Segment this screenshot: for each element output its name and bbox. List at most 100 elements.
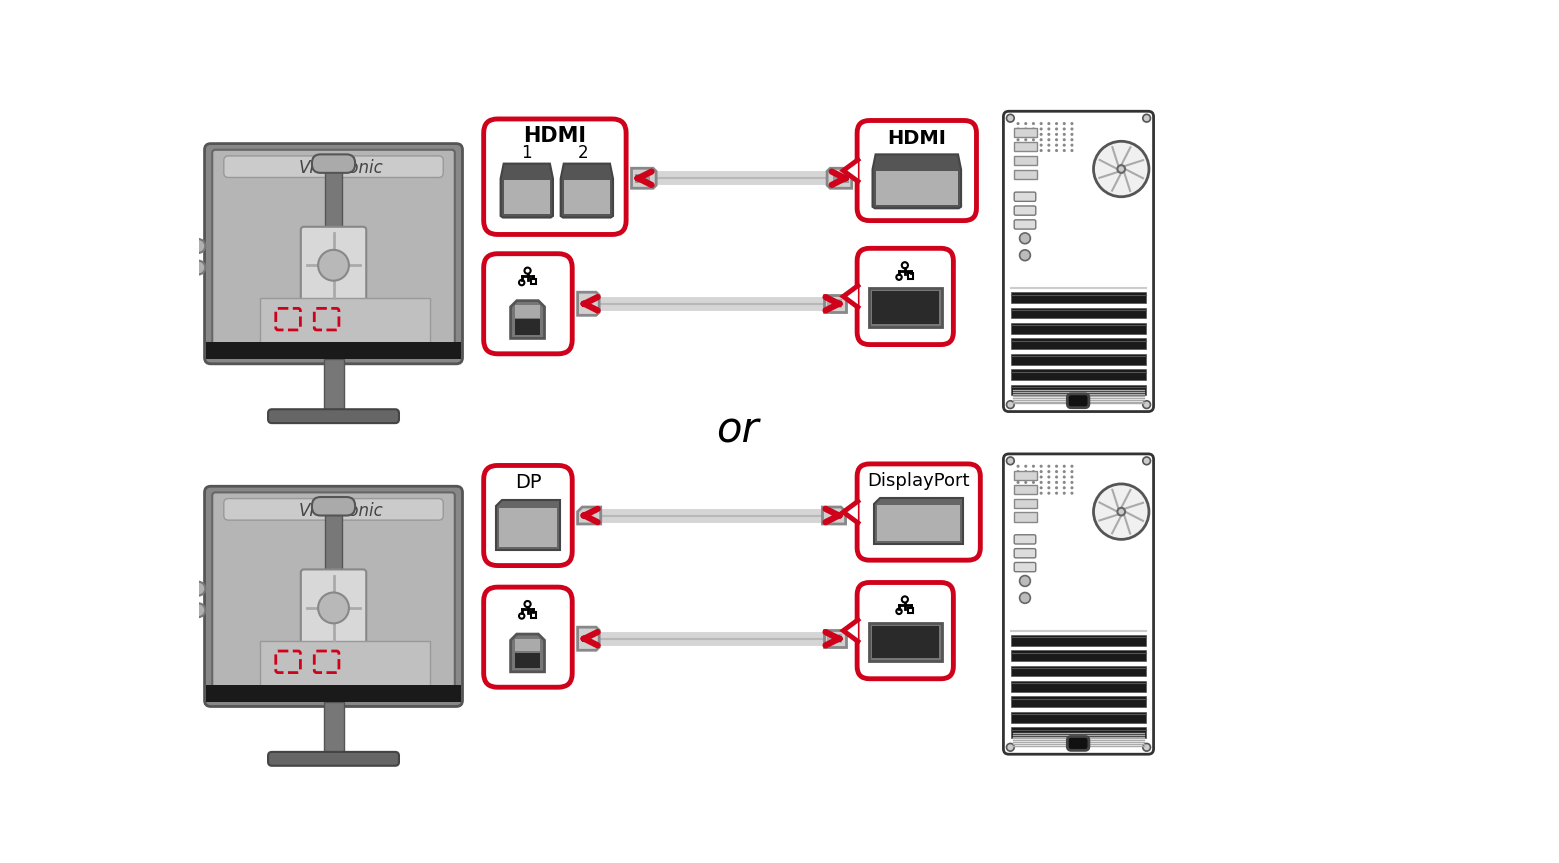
Circle shape bbox=[1016, 128, 1020, 130]
Bar bbox=[504, 180, 550, 214]
Circle shape bbox=[1055, 128, 1059, 130]
Polygon shape bbox=[511, 300, 544, 338]
Circle shape bbox=[1071, 470, 1074, 473]
Circle shape bbox=[1055, 492, 1059, 494]
FancyBboxPatch shape bbox=[312, 497, 355, 515]
FancyBboxPatch shape bbox=[857, 583, 954, 679]
Circle shape bbox=[1048, 476, 1051, 479]
Bar bbox=[1012, 712, 1146, 722]
Bar bbox=[1015, 156, 1037, 165]
Bar bbox=[260, 299, 430, 352]
Bar bbox=[514, 652, 539, 668]
Circle shape bbox=[192, 582, 206, 595]
Circle shape bbox=[1055, 486, 1059, 489]
Circle shape bbox=[1143, 457, 1151, 464]
Bar bbox=[1012, 354, 1146, 364]
Circle shape bbox=[1024, 470, 1027, 473]
Circle shape bbox=[1071, 138, 1074, 142]
Polygon shape bbox=[496, 501, 560, 550]
Circle shape bbox=[1063, 476, 1066, 479]
Circle shape bbox=[1143, 743, 1151, 751]
Circle shape bbox=[1071, 476, 1074, 479]
Text: ViewSonic: ViewSonic bbox=[299, 502, 384, 520]
Bar bbox=[1012, 369, 1146, 380]
Circle shape bbox=[1118, 165, 1126, 173]
Bar bbox=[206, 685, 461, 702]
Circle shape bbox=[1071, 481, 1074, 484]
Polygon shape bbox=[828, 168, 851, 188]
FancyBboxPatch shape bbox=[1015, 549, 1035, 557]
Text: ViewSonic: ViewSonic bbox=[299, 160, 384, 177]
Circle shape bbox=[192, 261, 206, 274]
Circle shape bbox=[1055, 470, 1059, 473]
Bar bbox=[564, 180, 610, 214]
FancyBboxPatch shape bbox=[1004, 111, 1154, 412]
Bar bbox=[499, 507, 557, 547]
Bar bbox=[530, 612, 536, 618]
Polygon shape bbox=[873, 154, 960, 208]
Circle shape bbox=[1055, 149, 1059, 152]
FancyBboxPatch shape bbox=[212, 493, 455, 700]
Circle shape bbox=[1048, 138, 1051, 142]
FancyBboxPatch shape bbox=[212, 150, 455, 357]
FancyBboxPatch shape bbox=[1004, 454, 1154, 754]
FancyBboxPatch shape bbox=[204, 486, 463, 707]
Circle shape bbox=[1040, 149, 1043, 152]
Polygon shape bbox=[823, 507, 845, 524]
Circle shape bbox=[1016, 149, 1020, 152]
Bar bbox=[1015, 129, 1037, 137]
Polygon shape bbox=[843, 501, 857, 523]
Circle shape bbox=[1040, 470, 1043, 473]
Circle shape bbox=[1143, 400, 1151, 408]
Circle shape bbox=[1032, 122, 1035, 125]
Circle shape bbox=[1071, 149, 1074, 152]
Circle shape bbox=[1093, 484, 1149, 539]
Polygon shape bbox=[843, 286, 857, 307]
Circle shape bbox=[1071, 122, 1074, 125]
FancyBboxPatch shape bbox=[312, 154, 355, 173]
Circle shape bbox=[1016, 143, 1020, 147]
FancyBboxPatch shape bbox=[224, 156, 443, 178]
Text: HDMI: HDMI bbox=[887, 129, 946, 148]
Circle shape bbox=[1055, 138, 1059, 142]
Bar bbox=[1015, 485, 1037, 494]
Circle shape bbox=[1016, 492, 1020, 494]
FancyBboxPatch shape bbox=[483, 587, 572, 687]
Circle shape bbox=[1063, 492, 1066, 494]
Circle shape bbox=[1024, 481, 1027, 484]
Bar bbox=[326, 501, 341, 693]
Circle shape bbox=[1040, 133, 1043, 135]
Circle shape bbox=[1020, 593, 1030, 603]
Circle shape bbox=[1040, 464, 1043, 468]
Circle shape bbox=[1063, 464, 1066, 468]
Circle shape bbox=[1063, 481, 1066, 484]
Circle shape bbox=[1032, 149, 1035, 152]
FancyBboxPatch shape bbox=[483, 465, 572, 565]
Circle shape bbox=[1024, 486, 1027, 489]
Polygon shape bbox=[578, 293, 599, 315]
Polygon shape bbox=[511, 634, 544, 671]
FancyBboxPatch shape bbox=[1015, 563, 1035, 571]
Circle shape bbox=[1048, 133, 1051, 135]
Circle shape bbox=[1007, 457, 1015, 464]
Circle shape bbox=[1032, 470, 1035, 473]
Circle shape bbox=[1016, 486, 1020, 489]
Circle shape bbox=[1063, 133, 1066, 135]
Circle shape bbox=[1143, 114, 1151, 122]
Circle shape bbox=[1007, 400, 1015, 408]
Bar bbox=[514, 319, 539, 335]
Circle shape bbox=[1048, 464, 1051, 468]
Bar bbox=[1012, 650, 1146, 661]
Circle shape bbox=[1032, 133, 1035, 135]
Circle shape bbox=[1032, 486, 1035, 489]
Circle shape bbox=[1024, 492, 1027, 494]
Circle shape bbox=[1040, 138, 1043, 142]
Text: DisplayPort: DisplayPort bbox=[867, 472, 970, 490]
Circle shape bbox=[1071, 492, 1074, 494]
FancyBboxPatch shape bbox=[301, 570, 366, 646]
Circle shape bbox=[1016, 481, 1020, 484]
Circle shape bbox=[1055, 143, 1059, 147]
FancyBboxPatch shape bbox=[857, 464, 981, 560]
FancyBboxPatch shape bbox=[224, 499, 443, 520]
Bar bbox=[1015, 513, 1037, 521]
